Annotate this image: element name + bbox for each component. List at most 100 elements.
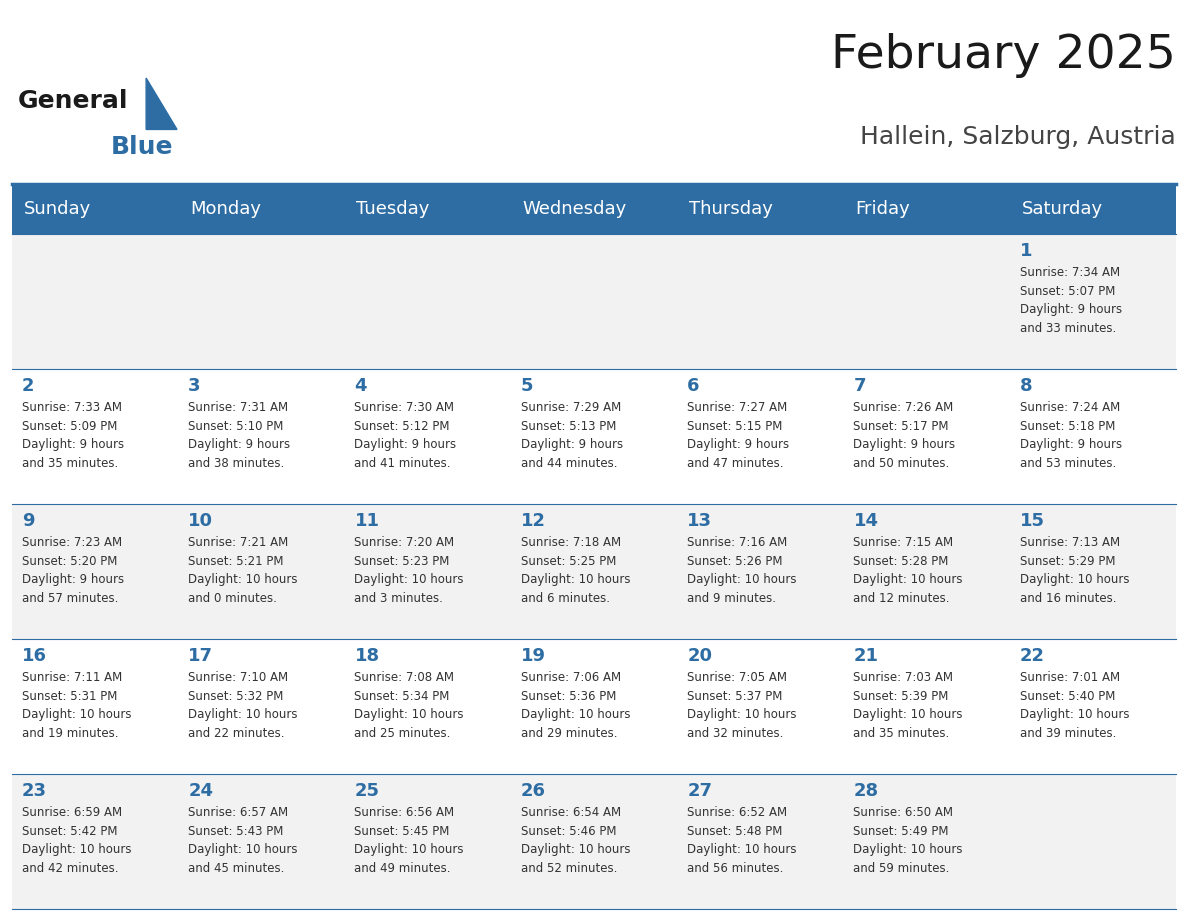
Text: Sunrise: 7:08 AM
Sunset: 5:34 PM
Daylight: 10 hours
and 25 minutes.: Sunrise: 7:08 AM Sunset: 5:34 PM Dayligh… bbox=[354, 671, 465, 740]
Bar bbox=[677, 184, 843, 234]
Text: Sunrise: 7:18 AM
Sunset: 5:25 PM
Daylight: 10 hours
and 6 minutes.: Sunrise: 7:18 AM Sunset: 5:25 PM Dayligh… bbox=[520, 536, 631, 605]
Text: Sunrise: 7:10 AM
Sunset: 5:32 PM
Daylight: 10 hours
and 22 minutes.: Sunrise: 7:10 AM Sunset: 5:32 PM Dayligh… bbox=[188, 671, 298, 740]
Bar bbox=[12, 504, 178, 639]
Text: 2: 2 bbox=[21, 377, 34, 395]
Bar bbox=[511, 369, 677, 504]
Bar bbox=[12, 369, 178, 504]
Text: 17: 17 bbox=[188, 647, 213, 665]
Text: 27: 27 bbox=[687, 782, 712, 800]
Text: Sunrise: 6:52 AM
Sunset: 5:48 PM
Daylight: 10 hours
and 56 minutes.: Sunrise: 6:52 AM Sunset: 5:48 PM Dayligh… bbox=[687, 806, 797, 875]
Text: Wednesday: Wednesday bbox=[523, 200, 627, 218]
Text: Sunrise: 7:03 AM
Sunset: 5:39 PM
Daylight: 10 hours
and 35 minutes.: Sunrise: 7:03 AM Sunset: 5:39 PM Dayligh… bbox=[853, 671, 963, 740]
Text: Sunrise: 7:34 AM
Sunset: 5:07 PM
Daylight: 9 hours
and 33 minutes.: Sunrise: 7:34 AM Sunset: 5:07 PM Dayligh… bbox=[1019, 266, 1121, 335]
Text: Sunrise: 7:05 AM
Sunset: 5:37 PM
Daylight: 10 hours
and 32 minutes.: Sunrise: 7:05 AM Sunset: 5:37 PM Dayligh… bbox=[687, 671, 797, 740]
Bar bbox=[345, 504, 511, 639]
Bar bbox=[1010, 774, 1176, 909]
Text: 14: 14 bbox=[853, 512, 878, 530]
Text: 12: 12 bbox=[520, 512, 545, 530]
Text: Sunrise: 7:24 AM
Sunset: 5:18 PM
Daylight: 9 hours
and 53 minutes.: Sunrise: 7:24 AM Sunset: 5:18 PM Dayligh… bbox=[1019, 401, 1121, 470]
Text: 26: 26 bbox=[520, 782, 545, 800]
Text: 25: 25 bbox=[354, 782, 379, 800]
Text: Tuesday: Tuesday bbox=[356, 200, 430, 218]
Text: Hallein, Salzburg, Austria: Hallein, Salzburg, Austria bbox=[860, 125, 1176, 149]
Text: Sunday: Sunday bbox=[24, 200, 90, 218]
Text: 6: 6 bbox=[687, 377, 700, 395]
Text: Monday: Monday bbox=[190, 200, 261, 218]
Bar bbox=[345, 234, 511, 369]
Text: General: General bbox=[18, 89, 128, 113]
Text: 11: 11 bbox=[354, 512, 379, 530]
Bar bbox=[677, 369, 843, 504]
Text: 22: 22 bbox=[1019, 647, 1044, 665]
Bar bbox=[178, 504, 345, 639]
Bar bbox=[345, 369, 511, 504]
Text: 8: 8 bbox=[1019, 377, 1032, 395]
Text: 19: 19 bbox=[520, 647, 545, 665]
Text: Sunrise: 7:15 AM
Sunset: 5:28 PM
Daylight: 10 hours
and 12 minutes.: Sunrise: 7:15 AM Sunset: 5:28 PM Dayligh… bbox=[853, 536, 963, 605]
Bar bbox=[511, 184, 677, 234]
Bar bbox=[843, 774, 1010, 909]
Bar bbox=[178, 639, 345, 774]
Text: Blue: Blue bbox=[110, 135, 173, 159]
Bar bbox=[1010, 184, 1176, 234]
Bar bbox=[677, 504, 843, 639]
Bar bbox=[511, 639, 677, 774]
Text: 28: 28 bbox=[853, 782, 879, 800]
Text: Sunrise: 7:30 AM
Sunset: 5:12 PM
Daylight: 9 hours
and 41 minutes.: Sunrise: 7:30 AM Sunset: 5:12 PM Dayligh… bbox=[354, 401, 456, 470]
Text: Sunrise: 7:21 AM
Sunset: 5:21 PM
Daylight: 10 hours
and 0 minutes.: Sunrise: 7:21 AM Sunset: 5:21 PM Dayligh… bbox=[188, 536, 298, 605]
Text: Friday: Friday bbox=[855, 200, 910, 218]
Bar bbox=[1010, 369, 1176, 504]
Text: 1: 1 bbox=[1019, 242, 1032, 260]
Text: Sunrise: 7:20 AM
Sunset: 5:23 PM
Daylight: 10 hours
and 3 minutes.: Sunrise: 7:20 AM Sunset: 5:23 PM Dayligh… bbox=[354, 536, 465, 605]
Text: 18: 18 bbox=[354, 647, 380, 665]
Bar bbox=[12, 774, 178, 909]
Text: Sunrise: 7:33 AM
Sunset: 5:09 PM
Daylight: 9 hours
and 35 minutes.: Sunrise: 7:33 AM Sunset: 5:09 PM Dayligh… bbox=[21, 401, 124, 470]
Text: Sunrise: 6:54 AM
Sunset: 5:46 PM
Daylight: 10 hours
and 52 minutes.: Sunrise: 6:54 AM Sunset: 5:46 PM Dayligh… bbox=[520, 806, 631, 875]
Polygon shape bbox=[146, 78, 177, 129]
Text: Sunrise: 6:57 AM
Sunset: 5:43 PM
Daylight: 10 hours
and 45 minutes.: Sunrise: 6:57 AM Sunset: 5:43 PM Dayligh… bbox=[188, 806, 298, 875]
Bar bbox=[677, 774, 843, 909]
Bar bbox=[345, 639, 511, 774]
Bar bbox=[843, 369, 1010, 504]
Bar bbox=[178, 234, 345, 369]
Bar bbox=[1010, 504, 1176, 639]
Bar bbox=[12, 234, 178, 369]
Text: 15: 15 bbox=[1019, 512, 1044, 530]
Bar bbox=[345, 774, 511, 909]
Bar bbox=[511, 774, 677, 909]
Bar bbox=[178, 184, 345, 234]
Text: 20: 20 bbox=[687, 647, 712, 665]
Text: 21: 21 bbox=[853, 647, 878, 665]
Bar bbox=[12, 639, 178, 774]
Bar bbox=[843, 504, 1010, 639]
Text: Saturday: Saturday bbox=[1022, 200, 1102, 218]
Text: 23: 23 bbox=[21, 782, 46, 800]
Text: 3: 3 bbox=[188, 377, 201, 395]
Text: 24: 24 bbox=[188, 782, 213, 800]
Bar bbox=[843, 234, 1010, 369]
Text: Sunrise: 7:06 AM
Sunset: 5:36 PM
Daylight: 10 hours
and 29 minutes.: Sunrise: 7:06 AM Sunset: 5:36 PM Dayligh… bbox=[520, 671, 631, 740]
Bar bbox=[843, 639, 1010, 774]
Bar bbox=[511, 504, 677, 639]
Bar bbox=[843, 184, 1010, 234]
Text: 7: 7 bbox=[853, 377, 866, 395]
Bar bbox=[511, 234, 677, 369]
Text: 9: 9 bbox=[21, 512, 34, 530]
Text: Sunrise: 7:23 AM
Sunset: 5:20 PM
Daylight: 9 hours
and 57 minutes.: Sunrise: 7:23 AM Sunset: 5:20 PM Dayligh… bbox=[21, 536, 124, 605]
Text: 10: 10 bbox=[188, 512, 213, 530]
Text: Sunrise: 7:01 AM
Sunset: 5:40 PM
Daylight: 10 hours
and 39 minutes.: Sunrise: 7:01 AM Sunset: 5:40 PM Dayligh… bbox=[1019, 671, 1130, 740]
Bar bbox=[345, 184, 511, 234]
Text: Sunrise: 6:56 AM
Sunset: 5:45 PM
Daylight: 10 hours
and 49 minutes.: Sunrise: 6:56 AM Sunset: 5:45 PM Dayligh… bbox=[354, 806, 465, 875]
Bar bbox=[178, 369, 345, 504]
Bar bbox=[677, 639, 843, 774]
Text: Thursday: Thursday bbox=[689, 200, 772, 218]
Text: 13: 13 bbox=[687, 512, 712, 530]
Text: February 2025: February 2025 bbox=[832, 33, 1176, 78]
Text: 5: 5 bbox=[520, 377, 533, 395]
Text: 16: 16 bbox=[21, 647, 46, 665]
Text: Sunrise: 6:50 AM
Sunset: 5:49 PM
Daylight: 10 hours
and 59 minutes.: Sunrise: 6:50 AM Sunset: 5:49 PM Dayligh… bbox=[853, 806, 963, 875]
Text: Sunrise: 6:59 AM
Sunset: 5:42 PM
Daylight: 10 hours
and 42 minutes.: Sunrise: 6:59 AM Sunset: 5:42 PM Dayligh… bbox=[21, 806, 132, 875]
Bar bbox=[677, 234, 843, 369]
Bar bbox=[1010, 234, 1176, 369]
Text: Sunrise: 7:27 AM
Sunset: 5:15 PM
Daylight: 9 hours
and 47 minutes.: Sunrise: 7:27 AM Sunset: 5:15 PM Dayligh… bbox=[687, 401, 789, 470]
